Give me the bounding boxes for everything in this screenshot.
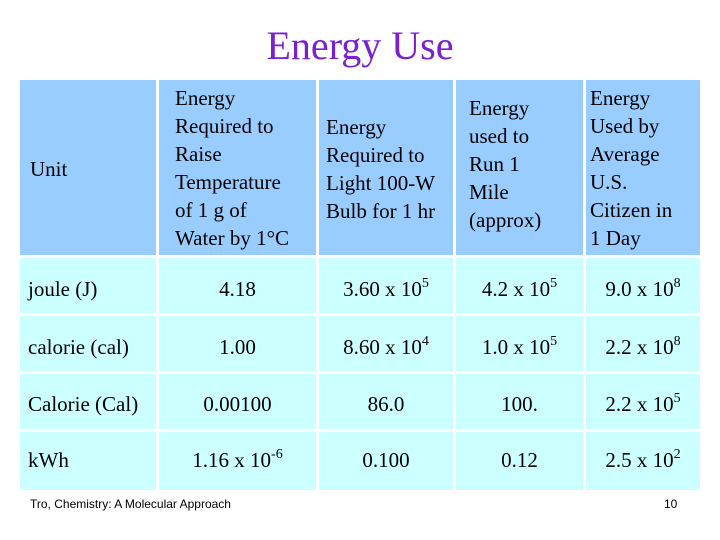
value-cell: 0.12 (501, 448, 538, 472)
value-cell: 4.2 x 105 (481, 276, 558, 302)
value-cell: 2.5 x 102 (605, 447, 681, 473)
slide-title: Energy Use (266, 23, 454, 68)
header-run-energy: Energy used to Run 1 Mile (approx) (469, 96, 542, 232)
unit-cell: joule (J) (28, 277, 98, 301)
page-number: 10 (664, 497, 678, 511)
value-cell: 1.0 x 105 (481, 334, 558, 360)
value-cell: 2.2 x 108 (605, 334, 681, 360)
citation: Tro, Chemistry: A Molecular Approach (30, 497, 231, 511)
column-divider (583, 80, 586, 490)
value-cell: 9.0 x 108 (605, 276, 681, 302)
value-cell: 0.100 (362, 448, 410, 472)
column-divider (453, 80, 456, 490)
unit-cell: calorie (cal) (28, 335, 129, 359)
header-bulb-energy: Energy Required to Light 100-W Bulb for … (326, 115, 436, 223)
row-background-calorie (20, 314, 700, 372)
row-divider (20, 255, 700, 258)
value-cell: 100. (501, 392, 538, 416)
header-citizen-energy: Energy Used by Average U.S. Citizen in 1… (590, 86, 673, 250)
value-cell: 2.2 x 105 (605, 391, 681, 417)
unit-cell: Calorie (Cal) (28, 392, 139, 416)
value-cell: 0.00100 (203, 392, 272, 416)
value-cell: 1.16 x 10-6 (192, 447, 283, 473)
header-unit: Unit (30, 157, 68, 181)
row-background-Calorie (20, 372, 700, 430)
unit-cell: kWh (28, 448, 69, 472)
row-divider (20, 429, 700, 432)
row-divider (20, 313, 700, 316)
value-cell: 4.18 (219, 277, 256, 301)
energy-table: Unit Energy Required to Raise Temperatur… (20, 80, 700, 490)
column-divider (316, 80, 319, 490)
header-water-energy: Energy Required to Raise Temperature of … (175, 86, 290, 250)
table-header-background (20, 80, 700, 256)
row-divider (20, 371, 700, 374)
value-cell: 3.60 x 105 (343, 276, 429, 302)
value-cell: 8.60 x 104 (343, 334, 429, 360)
row-background-joule (20, 256, 700, 314)
value-cell: 1.00 (219, 335, 256, 359)
column-divider (156, 80, 159, 490)
row-background-kwh (20, 430, 700, 490)
value-cell: 86.0 (367, 392, 405, 416)
